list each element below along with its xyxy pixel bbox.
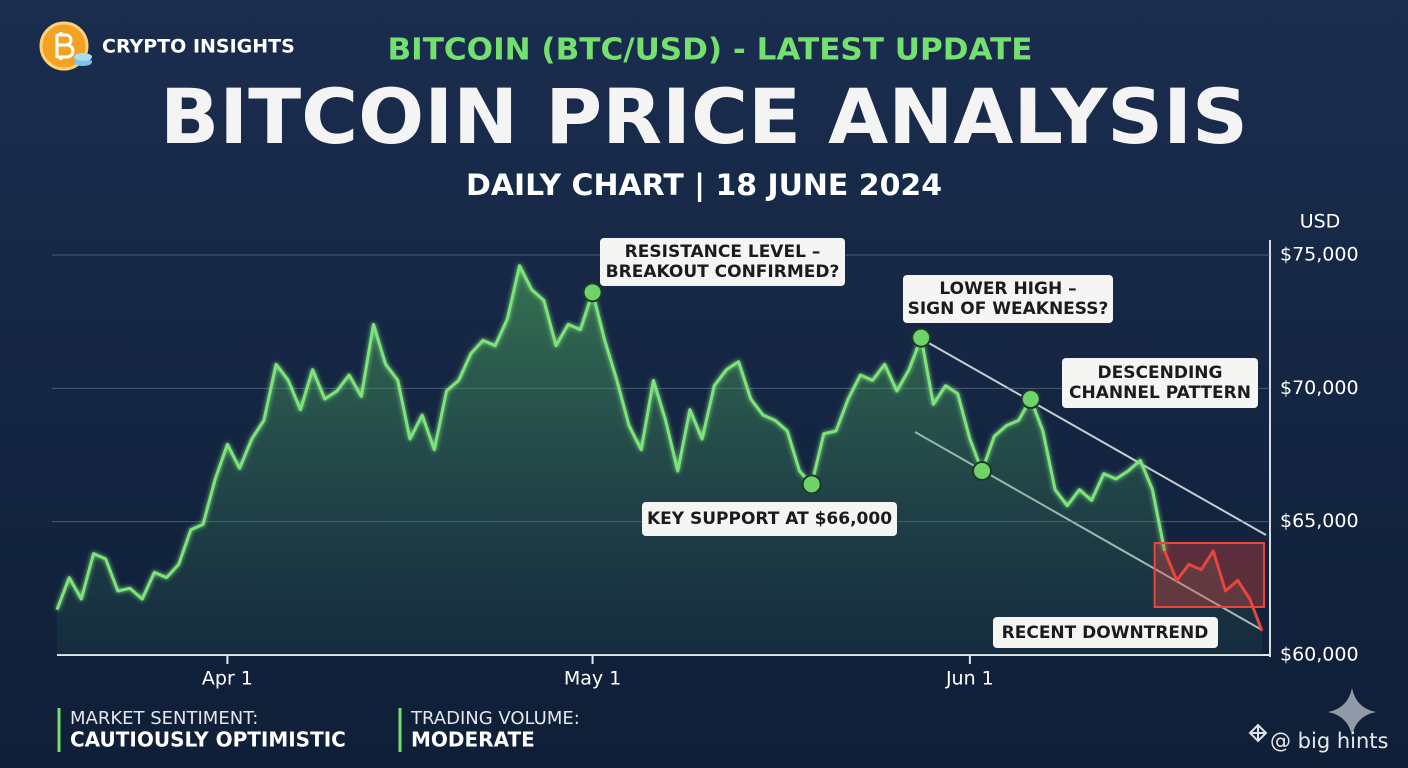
- x-tick-label: Jun 1: [945, 668, 994, 690]
- footer-value: CAUTIOUSLY OPTIMISTIC: [70, 728, 346, 752]
- annotation-box: [1062, 358, 1258, 408]
- annotation-text: BREAKOUT CONFIRMED?: [606, 262, 840, 282]
- annotation-text: LOWER HIGH –: [939, 279, 1076, 299]
- footer-label: TRADING VOLUME:: [410, 708, 580, 729]
- marker: [582, 282, 603, 303]
- marker: [801, 474, 822, 495]
- annotation-box: [993, 617, 1218, 648]
- annotation-text: DESCENDING: [1098, 363, 1223, 383]
- annotation-box: [642, 502, 897, 536]
- marker: [1020, 389, 1041, 409]
- watermark-icon: [1248, 723, 1268, 743]
- y-tick-label: $60,000: [1280, 644, 1359, 666]
- annotation-text: KEY SUPPORT AT $66,000: [647, 509, 892, 529]
- downtrend-box: [1153, 542, 1265, 608]
- marker: [972, 461, 993, 481]
- annotation-text: SIGN OF WEAKNESS?: [908, 299, 1109, 319]
- x-tick-label: May 1: [564, 668, 621, 690]
- chart-title: BITCOIN PRICE ANALYSIS: [160, 72, 1248, 161]
- annotation-box: [600, 238, 845, 286]
- channel-line: [919, 337, 1267, 536]
- marker: [911, 327, 932, 348]
- kicker: BITCOIN (BTC/USD) - LATEST UPDATE: [388, 33, 1033, 68]
- annotation-text: RECENT DOWNTREND: [1002, 623, 1209, 643]
- chart-subtitle: DAILY CHART | 18 JUNE 2024: [466, 168, 942, 202]
- area: [57, 265, 1262, 655]
- y-tick-label: $65,000: [1280, 510, 1359, 532]
- footer-value: MODERATE: [411, 728, 535, 752]
- y-tick-label: $70,000: [1280, 377, 1359, 399]
- sparkle-icon: [1328, 688, 1376, 736]
- x-tick-label: Apr 1: [202, 668, 253, 690]
- y-axis-label: USD: [1300, 211, 1341, 233]
- y-tick-label: $75,000: [1280, 244, 1359, 266]
- footer-label: MARKET SENTIMENT:: [70, 708, 258, 729]
- watermark: @ big hints: [1270, 729, 1388, 753]
- brand: CRYPTO INSIGHTS: [102, 36, 295, 58]
- downtrend-line: [1163, 549, 1264, 632]
- logo: [39, 21, 92, 71]
- annotation-box: [903, 275, 1113, 323]
- plot: $60,000 $65,000 $70,000 $75,000 Apr 1 May 1 Ju…: [52, 238, 1359, 690]
- annotation-text: CHANNEL PATTERN: [1069, 383, 1251, 403]
- annotation-text: RESISTANCE LEVEL –: [625, 242, 821, 262]
